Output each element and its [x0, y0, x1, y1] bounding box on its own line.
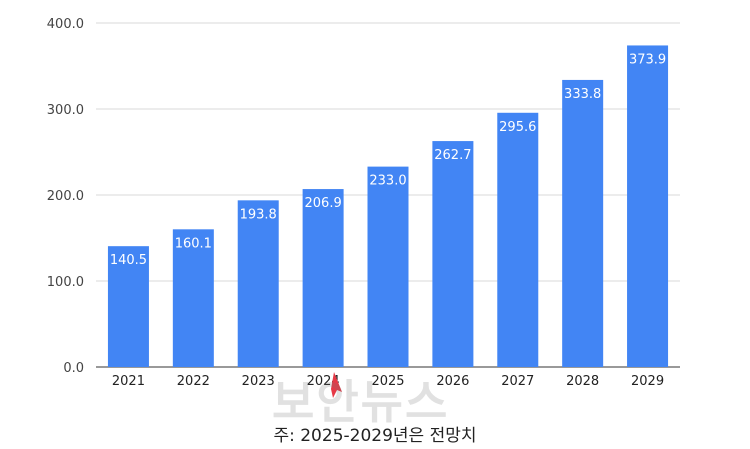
data-label: 140.5: [110, 253, 147, 268]
y-tick-label: 400.0: [47, 17, 84, 32]
x-tick-label: 2029: [631, 374, 664, 389]
bar: [497, 112, 539, 367]
y-tick-label: 200.0: [47, 189, 84, 204]
bar: [562, 79, 604, 367]
x-tick-label: 2027: [501, 374, 534, 389]
x-tick-label: 2024: [307, 374, 340, 389]
data-label: 295.6: [499, 120, 536, 135]
x-tick-label: 2022: [177, 374, 210, 389]
bar: [367, 166, 409, 367]
chart-footnote: 주: 2025-2029년은 전망치: [273, 426, 477, 446]
data-label: 206.9: [305, 196, 342, 211]
x-tick-label: 2028: [566, 374, 599, 389]
data-label: 333.8: [564, 87, 601, 102]
bar: [237, 200, 279, 367]
bar: [107, 246, 149, 367]
x-tick-label: 2023: [242, 374, 275, 389]
bar: [302, 189, 344, 367]
x-tick-label: 2026: [436, 374, 469, 389]
bar: [432, 141, 474, 367]
bar: [172, 229, 214, 367]
x-tick-label: 2021: [112, 374, 145, 389]
y-tick-label: 300.0: [47, 103, 84, 118]
x-tick-label: 2025: [371, 374, 404, 389]
cursor-icon: [331, 372, 342, 398]
data-label: 373.9: [629, 52, 666, 67]
bar: [627, 45, 669, 368]
data-label: 160.1: [175, 236, 212, 251]
data-label: 233.0: [369, 174, 406, 189]
y-tick-label: 0.0: [63, 361, 84, 376]
data-label: 193.8: [240, 207, 277, 222]
data-label: 262.7: [434, 148, 471, 163]
y-tick-label: 100.0: [47, 275, 84, 290]
